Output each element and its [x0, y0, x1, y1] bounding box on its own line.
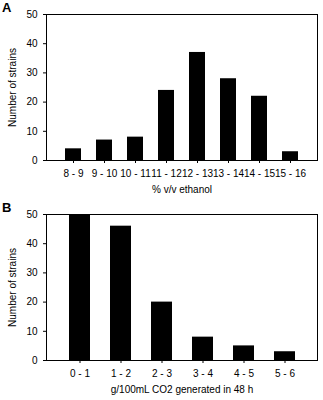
- svg-text:14 - 15: 14 - 15: [244, 168, 276, 179]
- html-text:B: B: [2, 200, 12, 215]
- svg-text:0 - 1: 0 - 1: [70, 368, 90, 379]
- svg-text:30: 30: [26, 267, 38, 278]
- svg-text:30: 30: [26, 67, 38, 78]
- svg-text:8 - 9: 8 - 9: [63, 168, 83, 179]
- svg-text:0: 0: [32, 155, 38, 166]
- svg-text:9 - 10: 9 - 10: [92, 168, 118, 179]
- svg-text:40: 40: [26, 38, 38, 49]
- svg-text:Number of strains: Number of strains: [7, 248, 18, 327]
- svg-text:4 - 5: 4 - 5: [234, 368, 254, 379]
- svg-text:20: 20: [26, 96, 38, 107]
- svg-text:1 - 2: 1 - 2: [111, 368, 131, 379]
- svg-text:11 - 12: 11 - 12: [151, 168, 182, 179]
- svg-text:10 - 11: 10 - 11: [120, 168, 151, 179]
- svg-text:12 - 13: 12 - 13: [182, 168, 214, 179]
- svg-text:0: 0: [32, 355, 38, 366]
- svg-text:50: 50: [26, 209, 38, 220]
- svg-text:15 - 16: 15 - 16: [275, 168, 307, 179]
- svg-text:3 - 4: 3 - 4: [193, 368, 213, 379]
- svg-text:Number of strains: Number of strains: [7, 48, 18, 127]
- svg-text:10: 10: [26, 126, 38, 137]
- svg-text:5 - 6: 5 - 6: [275, 368, 295, 379]
- html-text:A: A: [2, 0, 12, 15]
- svg-text:10: 10: [26, 326, 38, 337]
- svg-text:40: 40: [26, 238, 38, 249]
- svg-text:g/100mL CO2 generated in 48 h: g/100mL CO2 generated in 48 h: [111, 384, 254, 395]
- svg-text:50: 50: [26, 9, 38, 20]
- svg-text:2 - 3: 2 - 3: [152, 368, 172, 379]
- svg-text:13 - 14: 13 - 14: [213, 168, 245, 179]
- svg-text:20: 20: [26, 296, 38, 307]
- svg-text:% v/v ethanol: % v/v ethanol: [152, 184, 212, 195]
